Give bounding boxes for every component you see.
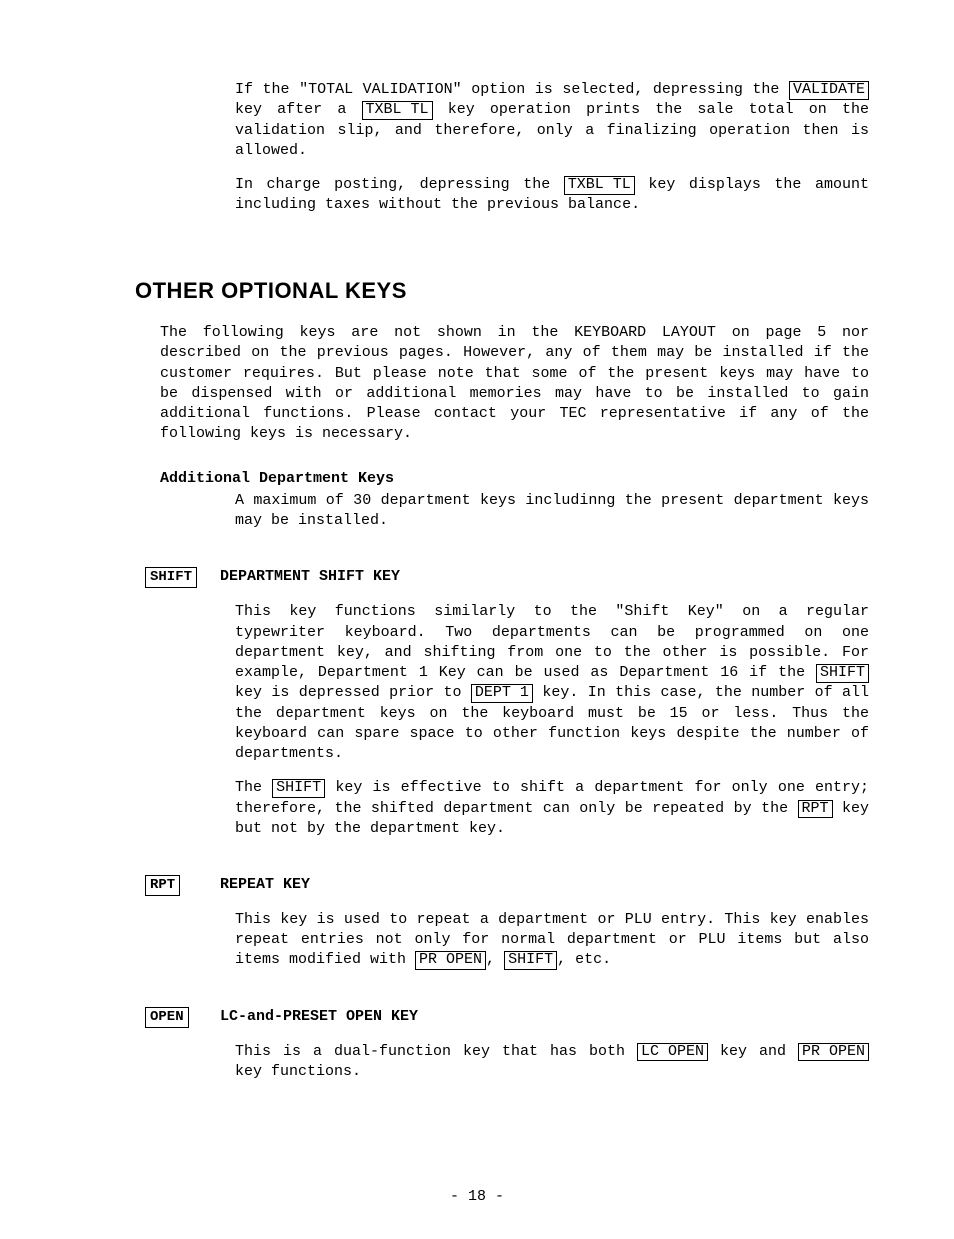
shift-title: DEPARTMENT SHIFT KEY	[220, 567, 400, 587]
key-column: OPEN	[145, 1007, 220, 1028]
intro-para-1: If the "TOTAL VALIDATION" option is sele…	[235, 80, 869, 161]
text: key after a	[235, 101, 362, 118]
text: ,	[486, 951, 504, 968]
shift-key-icon: SHIFT	[272, 779, 325, 798]
intro-para-2: In charge posting, depressing the TXBL T…	[235, 175, 869, 216]
txbl-tl-key-icon: TXBL TL	[564, 176, 635, 195]
rpt-key-icon: RPT	[145, 875, 180, 896]
text: key and	[708, 1043, 798, 1060]
key-column: RPT	[145, 875, 220, 896]
shift-body: This key functions similarly to the "Shi…	[235, 602, 869, 839]
pr-open-key-icon: PR OPEN	[798, 1043, 869, 1062]
shift-para-1: This key functions similarly to the "Shi…	[235, 602, 869, 764]
open-key-icon: OPEN	[145, 1007, 189, 1028]
open-body: This is a dual-function key that has bot…	[235, 1042, 869, 1083]
open-key-section: OPEN LC-and-PRESET OPEN KEY	[145, 1007, 869, 1028]
manual-page: If the "TOTAL VALIDATION" option is sele…	[0, 0, 954, 1239]
open-para-1: This is a dual-function key that has bot…	[235, 1042, 869, 1083]
lc-open-key-icon: LC OPEN	[637, 1043, 708, 1062]
page-number: - 18 -	[0, 1187, 954, 1207]
text: key is effective to shift a department f…	[235, 779, 869, 816]
key-column: SHIFT	[145, 567, 220, 588]
intro-block: If the "TOTAL VALIDATION" option is sele…	[235, 80, 869, 216]
text: key is depressed prior to	[235, 684, 471, 701]
adk-text: A maximum of 30 department keys includin…	[235, 491, 869, 532]
shift-key-section: SHIFT DEPARTMENT SHIFT KEY	[145, 567, 869, 588]
rpt-key-section: RPT REPEAT KEY	[145, 875, 869, 896]
section-intro: The following keys are not shown in the …	[160, 323, 869, 445]
section-heading: OTHER OPTIONAL KEYS	[135, 276, 869, 306]
validate-key-icon: VALIDATE	[789, 81, 869, 100]
text: key functions.	[235, 1063, 361, 1080]
shift-para-2: The SHIFT key is effective to shift a de…	[235, 778, 869, 839]
txbl-tl-key-icon: TXBL TL	[362, 101, 433, 120]
pr-open-key-icon: PR OPEN	[415, 951, 486, 970]
section-intro-text: The following keys are not shown in the …	[160, 323, 869, 445]
text: This key functions similarly to the "Shi…	[235, 603, 869, 681]
text: , etc.	[557, 951, 611, 968]
open-title: LC-and-PRESET OPEN KEY	[220, 1007, 418, 1027]
rpt-body: This key is used to repeat a department …	[235, 910, 869, 971]
text: The	[235, 779, 272, 796]
shift-key-icon: SHIFT	[816, 664, 869, 683]
rpt-key-icon: RPT	[798, 800, 833, 819]
text: This is a dual-function key that has bot…	[235, 1043, 637, 1060]
shift-key-icon: SHIFT	[145, 567, 197, 588]
text: If the "TOTAL VALIDATION" option is sele…	[235, 81, 789, 98]
rpt-title: REPEAT KEY	[220, 875, 310, 895]
text: In charge posting, depressing the	[235, 176, 564, 193]
dept1-key-icon: DEPT 1	[471, 684, 533, 703]
adk-heading: Additional Department Keys	[160, 469, 869, 489]
rpt-para-1: This key is used to repeat a department …	[235, 910, 869, 971]
shift-key-icon: SHIFT	[504, 951, 557, 970]
adk-body: A maximum of 30 department keys includin…	[235, 491, 869, 532]
additional-dept-keys: Additional Department Keys	[160, 469, 869, 489]
